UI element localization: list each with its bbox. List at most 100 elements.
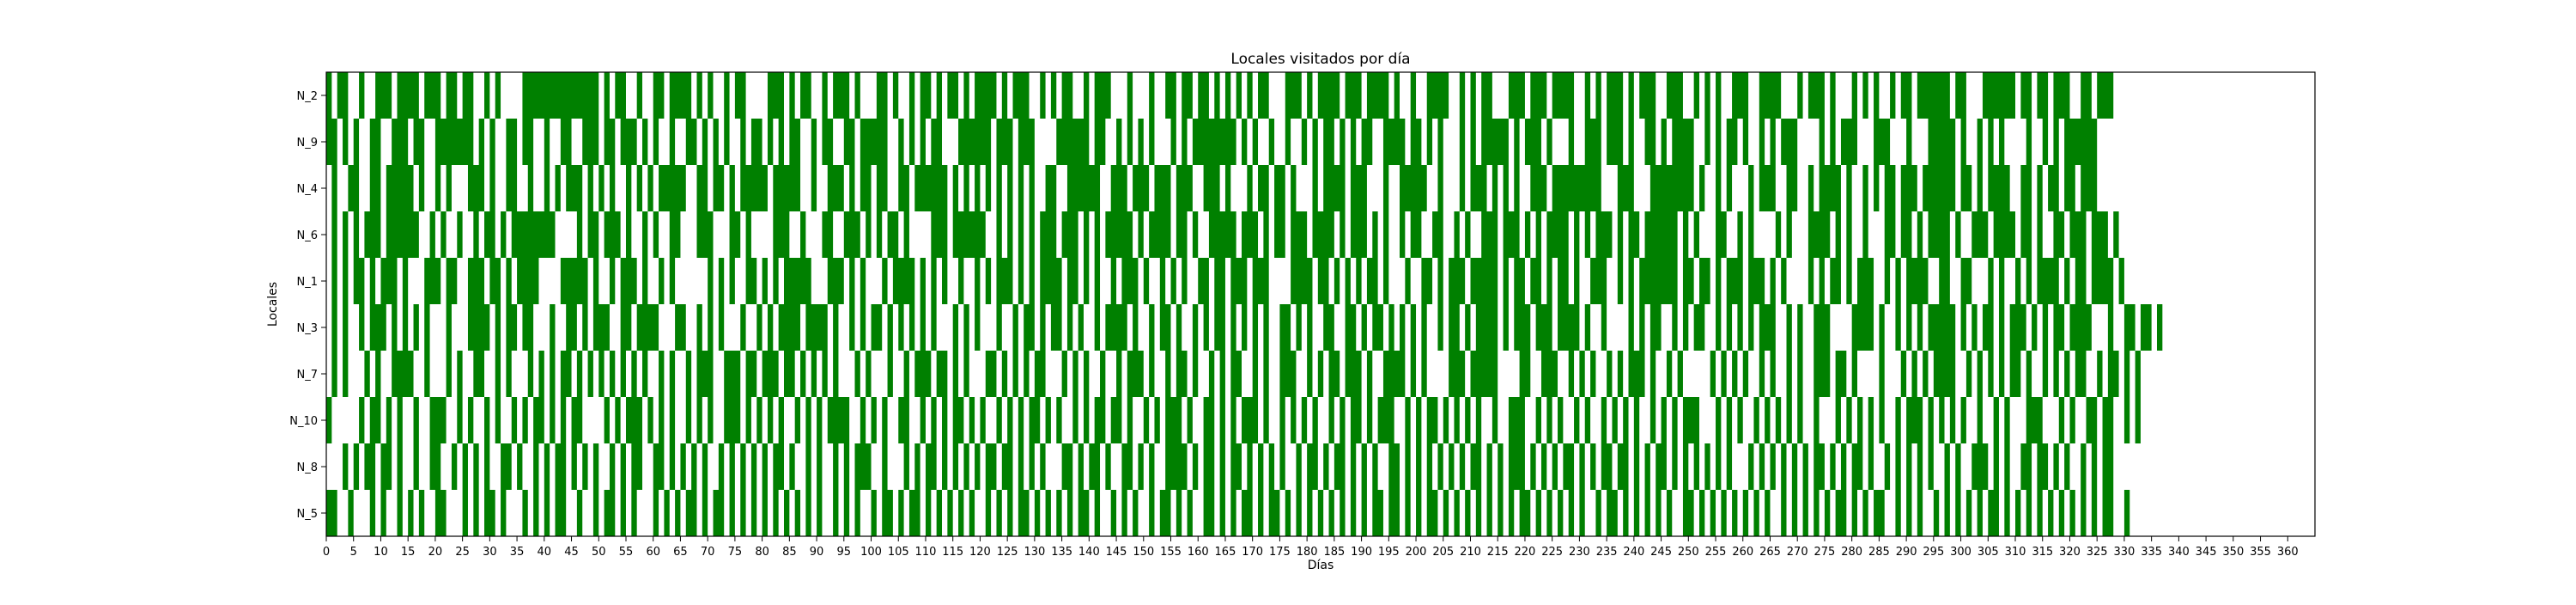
heatmap-cell-N_6-day-51	[604, 211, 621, 258]
heatmap-cell-N_5-day-156	[1176, 490, 1182, 536]
heatmap-cell-N_2-day-97	[854, 72, 860, 119]
heatmap-cell-N_1-day-305	[1988, 258, 1994, 304]
heatmap-cell-N_4-day-68	[696, 165, 708, 211]
heatmap-cell-N_6-day-282	[1862, 211, 1868, 258]
heatmap-cell-N_7-day-56	[631, 351, 637, 397]
heatmap-cell-N_2-day-68	[696, 72, 702, 119]
heatmap-cell-N_6-day-224	[1546, 211, 1569, 258]
heatmap-cell-N_3-day-148	[1133, 304, 1139, 351]
heatmap-cell-N_1-day-58	[642, 258, 648, 304]
heatmap-cell-N_8-day-283	[1868, 443, 1874, 490]
heatmap-cell-N_7-day-24	[457, 351, 463, 397]
heatmap-cell-N_7-day-273	[1814, 351, 1831, 397]
heatmap-cell-N_3-day-309	[2009, 304, 2026, 351]
heatmap-cell-N_7-day-210	[1470, 351, 1498, 397]
heatmap-cell-N_9-day-265	[1770, 119, 1776, 165]
x-tick-label-360: 360	[2277, 546, 2299, 559]
heatmap-cell-N_3-day-54	[620, 304, 632, 351]
heatmap-cell-N_1-day-274	[1819, 258, 1825, 304]
heatmap-cell-N_9-day-179	[1301, 119, 1308, 165]
heatmap-cell-N_7-day-162	[1208, 351, 1215, 397]
heatmap-cell-N_4-day-61	[659, 165, 686, 211]
heatmap-cell-N_5-day-4	[348, 490, 354, 536]
heatmap-cell-N_6-day-279	[1846, 211, 1852, 258]
heatmap-cell-N_8-day-80	[762, 443, 768, 490]
heatmap-cell-N_2-day-187	[1345, 72, 1362, 119]
heatmap-cell-N_1-day-131	[1040, 258, 1062, 304]
x-tick-label-335: 335	[2141, 546, 2162, 559]
heatmap-cell-N_10-day-318	[2058, 397, 2065, 443]
heatmap-cell-N_8-day-221	[1530, 443, 1536, 490]
heatmap-cell-N_7-day-73	[724, 351, 741, 397]
heatmap-cell-N_8-day-271	[1802, 443, 1808, 490]
heatmap-cell-N_3-day-190	[1361, 304, 1367, 351]
heatmap-cell-N_2-day-36	[522, 72, 599, 119]
heatmap-cell-N_8-day-202	[1426, 443, 1433, 490]
heatmap-cell-N_4-day-48	[587, 165, 593, 211]
heatmap-cell-N_3-day-79	[756, 304, 762, 351]
heatmap-cell-N_5-day-207	[1454, 490, 1460, 536]
heatmap-cell-N_3-day-294	[1928, 304, 1956, 351]
heatmap-cell-N_1-day-249	[1682, 258, 1694, 304]
heatmap-cell-N_8-day-292	[1917, 443, 1923, 490]
heatmap-cell-N_3-day-263	[1759, 304, 1776, 351]
heatmap-cell-N_8-day-54	[620, 443, 626, 490]
heatmap-cell-N_6-day-55	[625, 211, 632, 258]
heatmap-cell-N_8-day-135	[1061, 443, 1073, 490]
heatmap-cell-N_6-day-82	[773, 211, 790, 258]
heatmap-cell-N_4-day-293	[1923, 165, 1956, 211]
heatmap-cell-N_2-day-311	[2020, 72, 2032, 119]
x-axis-label: Días	[1308, 559, 1334, 572]
heatmap-cell-N_9-day-141	[1094, 119, 1106, 165]
heatmap-cell-N_3-day-31	[495, 304, 501, 351]
heatmap-cell-N_8-day-149	[1138, 443, 1144, 490]
heatmap-cell-N_2-day-239	[1628, 72, 1634, 119]
heatmap-cell-N_1-day-98	[860, 258, 866, 304]
heatmap-cell-N_7-day-126	[1012, 351, 1018, 397]
heatmap-cell-N_1-day-261	[1748, 258, 1765, 304]
heatmap-cell-N_9-day-231	[1584, 119, 1601, 165]
heatmap-cell-N_9-day-28	[478, 119, 485, 165]
heatmap-cell-N_7-day-61	[659, 351, 665, 397]
heatmap-cell-N_9-day-181	[1312, 119, 1318, 165]
x-tick-label-325: 325	[2087, 546, 2108, 559]
heatmap-cell-N_7-day-237	[1617, 351, 1624, 397]
heatmap-cell-N_6-day-139	[1083, 211, 1090, 258]
heatmap-cell-N_7-day-243	[1649, 351, 1656, 397]
heatmap-cell-N_1-day-141	[1094, 258, 1101, 304]
heatmap-cell-N_7-day-327	[2107, 351, 2119, 397]
heatmap-cell-N_5-day-146	[1121, 490, 1127, 536]
heatmap-cell-N_1-day-314	[2037, 258, 2059, 304]
heatmap-cell-N_6-day-11	[386, 211, 419, 258]
heatmap-cell-N_1-day-30	[489, 258, 501, 304]
heatmap-cell-N_5-day-219	[1519, 490, 1531, 536]
heatmap-cell-N_5-day-151	[1149, 490, 1155, 536]
heatmap-cell-N_7-day-31	[495, 351, 501, 397]
heatmap-cell-N_3-day-209	[1465, 304, 1471, 351]
heatmap-cell-N_6-day-177	[1291, 211, 1308, 258]
heatmap-cell-N_8-day-183	[1323, 443, 1329, 490]
heatmap-cell-N_3-day-163	[1214, 304, 1225, 351]
heatmap-cell-N_2-day-141	[1094, 72, 1111, 119]
heatmap-cell-N_4-day-194	[1382, 165, 1389, 211]
heatmap-cell-N_9-day-204	[1437, 119, 1443, 165]
heatmap-cell-N_1-day-104	[892, 258, 915, 304]
heatmap-cell-N_3-day-133	[1050, 304, 1062, 351]
heatmap-cell-N_8-day-173	[1268, 443, 1275, 490]
heatmap-cell-N_5-day-78	[750, 490, 757, 536]
heatmap-cell-N_5-day-324	[2091, 490, 2098, 536]
heatmap-cell-N_4-day-169	[1247, 165, 1253, 211]
heatmap-cell-N_9-day-176	[1285, 119, 1291, 165]
heatmap-cell-N_8-day-88	[805, 443, 811, 490]
heatmap-cell-N_4-day-11	[386, 165, 414, 211]
heatmap-cell-N_9-day-149	[1138, 119, 1144, 165]
heatmap-cell-N_4-day-50	[598, 165, 605, 211]
heatmap-cell-N_8-day-78	[750, 443, 757, 490]
x-tick-label-125: 125	[997, 546, 1018, 559]
heatmap-cell-N_4-day-197	[1400, 165, 1427, 211]
heatmap-cell-N_8-day-240	[1633, 443, 1640, 490]
heatmap-cell-N_6-day-46	[576, 211, 583, 258]
heatmap-cell-N_1-day-257	[1726, 258, 1743, 304]
heatmap-cell-N_5-day-102	[882, 490, 893, 536]
heatmap-cell-N_3-day-119	[975, 304, 981, 351]
